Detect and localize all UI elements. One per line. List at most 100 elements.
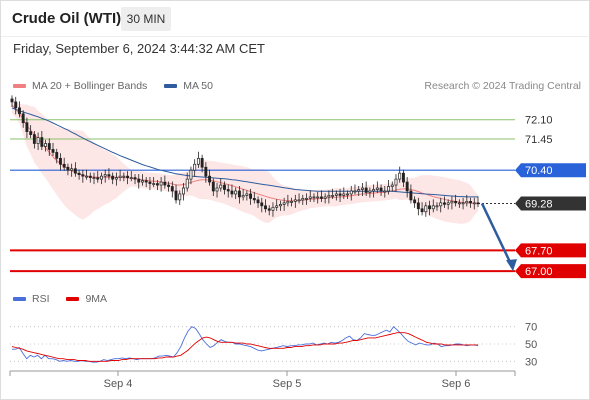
candle [357, 185, 361, 197]
candle [319, 190, 323, 202]
candle-body [357, 189, 361, 192]
candle [342, 187, 346, 199]
candle-body [137, 178, 141, 183]
candle [316, 191, 320, 204]
candle-body [114, 177, 118, 180]
candle-body [428, 205, 431, 210]
candle-body [334, 193, 338, 196]
rsi-ma-swatch [66, 297, 80, 302]
candle-body [379, 187, 383, 192]
candle [398, 166, 402, 183]
candle [152, 177, 156, 188]
candle-body [398, 172, 402, 180]
legend-ma20-label: MA 20 + Bollinger Bands [32, 80, 148, 92]
candle-body [81, 174, 85, 177]
candle-body [405, 181, 409, 192]
candle-body [439, 202, 443, 207]
timeframe-button[interactable]: 30 MIN [121, 7, 171, 31]
candle-body [457, 202, 461, 205]
legend-rsi-ma: 9MA [66, 293, 107, 305]
candle-body [211, 181, 215, 192]
candle-body [141, 180, 144, 183]
chart-header: Crude Oil (WTI) 30 MIN [0, 0, 588, 37]
candle-body [133, 177, 137, 180]
candle [18, 101, 21, 118]
candle-body [465, 201, 469, 204]
candle-body [446, 202, 450, 205]
candle [167, 181, 171, 192]
candle [226, 184, 230, 198]
candle-body [167, 184, 171, 187]
candle-body [278, 203, 282, 207]
candle-body [159, 181, 163, 186]
candle-body [331, 195, 335, 197]
candle-body [185, 178, 189, 189]
candle [472, 197, 476, 210]
candle [189, 166, 193, 185]
candle-body [152, 183, 156, 185]
candle-body [409, 190, 413, 201]
candle [141, 174, 144, 186]
candle [62, 157, 66, 171]
candle [409, 184, 413, 204]
candle [264, 199, 267, 213]
candle-body [286, 201, 290, 204]
candle-body [442, 202, 446, 205]
level-label-70-40-bg [515, 163, 586, 178]
candle-body [301, 198, 305, 201]
candle-body [234, 190, 238, 195]
candle-body [375, 187, 379, 190]
candle-body [420, 208, 424, 213]
candle-body [200, 157, 204, 168]
candle [73, 162, 77, 177]
candle-body [163, 181, 167, 186]
candle [208, 169, 212, 186]
candle-body [267, 208, 271, 211]
candle [137, 174, 141, 189]
candle-body [122, 175, 126, 178]
candle-body [62, 163, 66, 168]
candle-body [66, 166, 70, 171]
level-label-67-70-bg [515, 243, 586, 258]
candle [334, 190, 338, 201]
candle [353, 184, 357, 195]
chart-datetime: Friday, September 6, 2024 3:44:32 AM CET [13, 41, 265, 56]
x-tick-label-1: Sep 5 [273, 378, 302, 390]
candle-body [319, 196, 323, 199]
candle [360, 182, 364, 197]
candle-body [338, 193, 342, 196]
candle-body [346, 193, 349, 196]
candle-body [424, 205, 428, 213]
candle-body [401, 172, 405, 183]
legend-rsi-ma-label: 9MA [85, 293, 108, 305]
level-label-67-70: 67.70 [525, 245, 553, 257]
candle-body [323, 196, 327, 199]
candle [245, 190, 249, 201]
level-label-69-28-bg [515, 196, 586, 211]
candle [428, 200, 431, 216]
candle-body [349, 190, 353, 195]
candle-body [316, 196, 320, 199]
candle-body [297, 199, 301, 202]
candle-body [312, 196, 316, 199]
candle [159, 177, 163, 192]
candle [372, 184, 376, 198]
candle [148, 177, 152, 191]
candle-body [431, 205, 435, 210]
legend-ma50-label: MA 50 [183, 80, 213, 92]
candle-body [372, 189, 376, 192]
x-tick-label-0: Sep 4 [104, 378, 133, 390]
candle-body [73, 168, 77, 174]
candle-body [92, 177, 96, 179]
rsi-tick-label-70: 70 [525, 322, 537, 334]
level-label-71-45: 71.45 [525, 134, 553, 146]
candle [293, 194, 297, 208]
candle [163, 175, 167, 189]
candle [260, 197, 264, 213]
candle [182, 182, 185, 201]
legend-ma20: MA 20 + Bollinger Bands [13, 80, 147, 92]
candle [100, 172, 103, 185]
candle [29, 125, 33, 139]
candle-body [293, 199, 297, 202]
